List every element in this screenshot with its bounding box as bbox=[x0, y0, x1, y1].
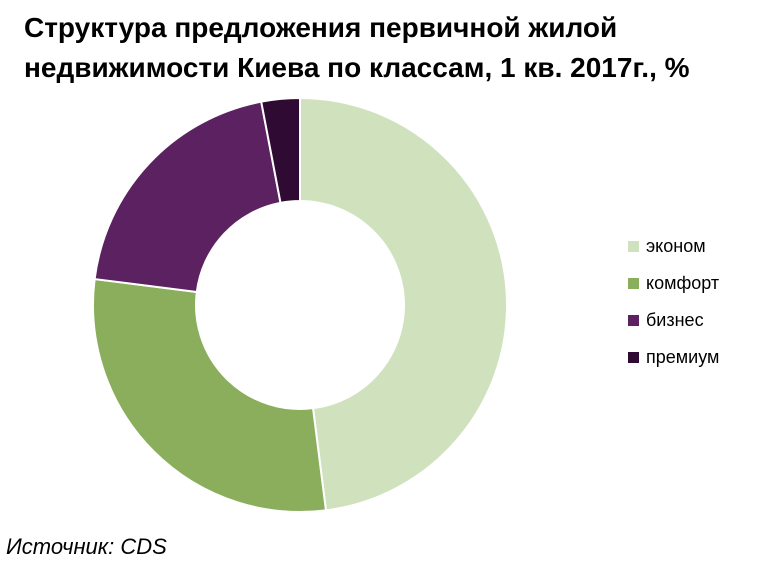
slice-premium bbox=[260, 96, 301, 205]
legend-label-business: бизнес bbox=[646, 310, 704, 330]
legend-swatch-comfort bbox=[628, 277, 639, 289]
chart-title-line-2: недвижимости Киева по классам, 1 кв. 201… bbox=[24, 52, 690, 83]
legend-item-business: бизнес bbox=[628, 310, 768, 330]
chart-title-line-1: Структура предложения первичной жилой bbox=[24, 12, 618, 43]
legend-swatch-econom bbox=[628, 240, 639, 252]
legend-item-comfort: комфорт bbox=[628, 273, 768, 293]
legend-item-econom: эконом bbox=[628, 236, 768, 256]
legend-swatch-business bbox=[628, 314, 639, 326]
source-note: Источник: CDS bbox=[6, 534, 167, 559]
slice-comfort bbox=[92, 277, 328, 513]
legend-swatch-premium bbox=[628, 351, 639, 363]
legend-label-premium: премиум bbox=[646, 347, 720, 367]
slice-business bbox=[93, 100, 282, 294]
chart-title: Структура предложения первичной жилой не… bbox=[24, 8, 754, 88]
slice-econom bbox=[299, 96, 508, 512]
chart-legend: эконом комфорт бизнес премиум bbox=[628, 236, 768, 384]
legend-label-econom: эконом bbox=[646, 236, 706, 256]
legend-label-comfort: комфорт bbox=[646, 273, 720, 293]
legend-item-premium: премиум bbox=[628, 347, 768, 367]
